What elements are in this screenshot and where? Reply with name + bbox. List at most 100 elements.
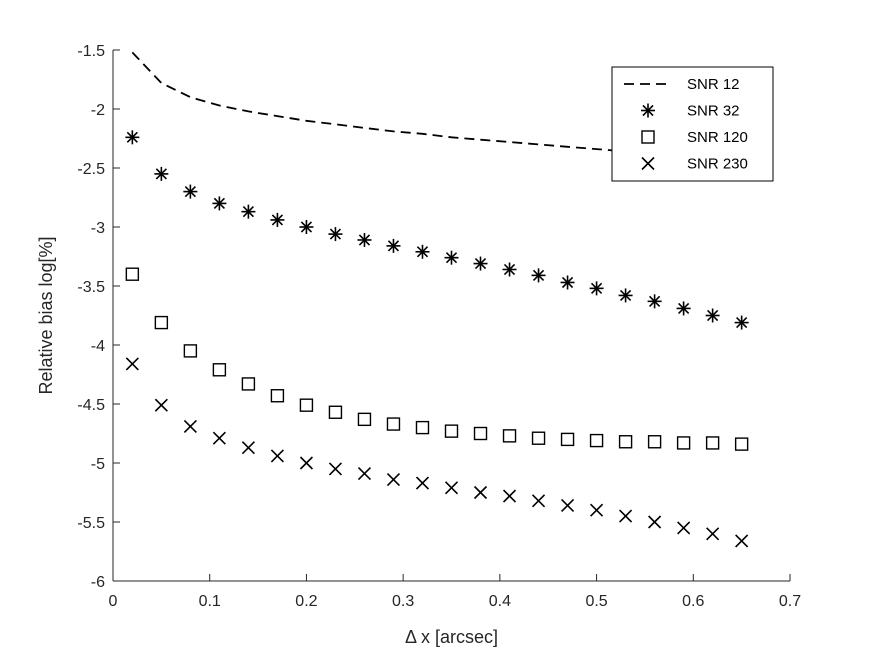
- series-snr-120: [125, 267, 749, 451]
- legend-box: [611, 66, 774, 182]
- x-tick-label: 0.5: [585, 593, 607, 610]
- series-snr-230: [125, 357, 749, 548]
- x-tick-label: 0.3: [392, 593, 414, 610]
- x-tick-label: 0.2: [295, 593, 317, 610]
- data-point: [618, 435, 633, 449]
- legend-swatch: [641, 156, 655, 171]
- series-snr-32: [125, 130, 749, 330]
- y-tick-label: -5: [91, 456, 105, 473]
- data-point: [415, 244, 430, 259]
- data-point: [590, 503, 604, 517]
- data-point: [183, 184, 198, 199]
- data-point: [212, 431, 226, 445]
- data-point: [589, 281, 604, 296]
- data-point: [386, 238, 401, 253]
- legend: SNR 12 SNR 32 SNR 120 SNR 230: [611, 66, 774, 182]
- data-point: [328, 227, 343, 242]
- data-point: [560, 275, 575, 290]
- data-point: [619, 509, 633, 523]
- data-point: [502, 489, 517, 503]
- data-point: [560, 498, 575, 513]
- data-point: [734, 315, 749, 330]
- data-point: [125, 357, 139, 371]
- data-point: [357, 467, 372, 481]
- data-point: [241, 204, 256, 219]
- y-tick-label: -4.5: [77, 397, 105, 414]
- data-point: [270, 212, 285, 227]
- y-tick-label: -3: [91, 220, 105, 237]
- data-point: [560, 432, 575, 447]
- data-point: [473, 485, 488, 500]
- data-point: [154, 315, 169, 330]
- data-point: [502, 262, 517, 277]
- data-point: [444, 250, 459, 265]
- data-point: [531, 431, 546, 445]
- data-point: [531, 268, 546, 283]
- data-point: [415, 420, 430, 435]
- legend-entry: SNR 12: [624, 76, 740, 93]
- data-point: [734, 437, 749, 451]
- x-tick-label: 0.4: [489, 593, 511, 610]
- y-tick-label: -2: [91, 102, 105, 119]
- x-axis-label: Δ x [arcsec]: [405, 627, 498, 647]
- data-point: [328, 462, 343, 476]
- legend-label: SNR 32: [687, 103, 740, 120]
- data-point: [473, 426, 488, 441]
- data-point: [125, 267, 140, 281]
- legend-entry: SNR 32: [641, 103, 740, 120]
- data-point: [154, 398, 168, 412]
- data-point: [473, 256, 488, 271]
- data-point: [444, 424, 459, 438]
- data-point: [241, 441, 255, 455]
- data-point: [502, 429, 517, 443]
- y-tick-label: -3.5: [77, 279, 105, 296]
- data-point: [270, 389, 285, 403]
- data-point: [618, 288, 633, 303]
- data-point: [241, 377, 256, 391]
- data-point: [328, 405, 343, 419]
- data-point: [154, 166, 169, 181]
- data-point: [676, 436, 691, 450]
- y-tick-label: -6: [91, 574, 105, 591]
- data-point: [357, 232, 372, 247]
- data-point: [589, 433, 604, 448]
- legend-label: SNR 120: [687, 129, 748, 146]
- x-tick-label: 0: [109, 593, 118, 610]
- data-point: [299, 220, 314, 234]
- axes: 0 0.1 0.2 0.3 0.4 0.5 0.6 0.7 -6 -5.5 -5 -4.5 -4 -3.5…: [36, 43, 801, 647]
- data-point: [183, 419, 197, 433]
- y-axis-label: Relative bias log[%]: [36, 236, 56, 394]
- y-tick-label: -2.5: [77, 161, 105, 178]
- data-point: [212, 363, 227, 377]
- data-point: [386, 472, 401, 487]
- y-tick-label: -1.5: [77, 43, 105, 60]
- x-tick-label: 0.6: [682, 593, 704, 610]
- y-tick-label: -5.5: [77, 515, 105, 532]
- data-point: [299, 398, 314, 412]
- data-point: [676, 301, 691, 316]
- data-point: [357, 412, 372, 427]
- data-point: [125, 130, 140, 145]
- data-point: [183, 344, 198, 358]
- x-tick-label: 0.7: [779, 593, 801, 610]
- legend-entry: SNR 120: [641, 129, 748, 146]
- data-point: [212, 196, 227, 211]
- legend-swatch: [641, 130, 655, 144]
- legend-label: SNR 12: [687, 76, 740, 93]
- legend-swatch: [641, 103, 655, 118]
- data-point: [735, 534, 749, 548]
- data-point: [647, 435, 662, 449]
- x-tick-label: 0.1: [199, 593, 221, 610]
- data-point: [386, 417, 401, 431]
- data-point: [705, 436, 720, 450]
- plot-area: [125, 51, 749, 548]
- data-point: [705, 308, 720, 323]
- data-point: [647, 294, 662, 309]
- legend-entry: SNR 230: [641, 156, 748, 173]
- data-point: [648, 515, 662, 529]
- data-point: [270, 449, 284, 463]
- data-point: [706, 527, 720, 541]
- legend-label: SNR 230: [687, 156, 748, 173]
- data-point: [444, 481, 459, 495]
- data-point: [531, 494, 546, 508]
